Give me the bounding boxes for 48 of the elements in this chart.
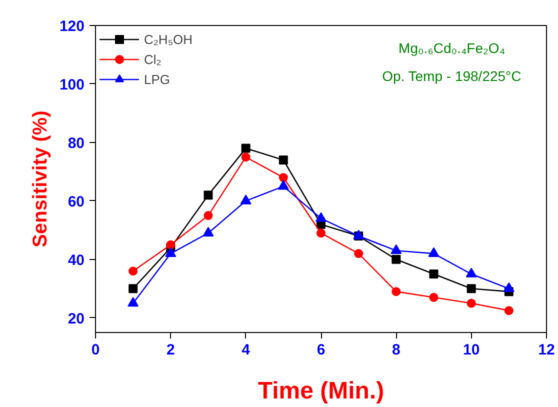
point <box>241 152 250 162</box>
y-tick-label: 40 <box>68 252 85 269</box>
x-tick-label: 0 <box>91 342 100 358</box>
point <box>466 298 476 308</box>
point <box>503 282 514 292</box>
legend-label: C₂H₅OH <box>144 32 193 46</box>
point <box>316 228 326 238</box>
x-axis-title: Time (Min.) <box>258 378 384 404</box>
y-tick-label: 100 <box>59 76 85 94</box>
point <box>392 287 401 296</box>
point <box>128 296 139 307</box>
legend-label: LPG <box>144 72 170 86</box>
point <box>504 306 514 316</box>
x-tick-label: 8 <box>392 342 400 358</box>
point <box>241 144 250 153</box>
point <box>128 284 138 294</box>
x-tick-label: 10 <box>462 342 480 358</box>
y-tick-label: 20 <box>68 310 85 328</box>
x-tick-label: 12 <box>538 342 555 358</box>
point <box>278 173 288 182</box>
point <box>204 211 213 220</box>
point <box>392 254 401 264</box>
y-tick-label: 120 <box>59 18 85 35</box>
point <box>390 244 402 254</box>
point <box>128 266 138 276</box>
point <box>165 247 176 257</box>
annotation: Op. Temp - 198/225°C <box>382 68 522 84</box>
point <box>429 270 438 279</box>
x-tick-label: 4 <box>242 342 251 358</box>
point <box>166 240 176 250</box>
legend-label: Cl₂ <box>144 52 162 66</box>
point <box>429 292 438 302</box>
point <box>466 268 477 278</box>
point <box>428 247 440 257</box>
annotation: Mg₀.₆Cd₀.₄Fe₂O₄ <box>398 40 506 56</box>
y-tick-label: 60 <box>68 193 85 210</box>
point <box>316 212 326 222</box>
point <box>240 194 252 204</box>
y-tick-label: 80 <box>68 134 85 152</box>
y-axis-title: Sensitivity (%) <box>29 110 52 248</box>
x-tick-label: 6 <box>316 342 326 358</box>
point <box>278 180 289 190</box>
point <box>278 155 288 164</box>
point <box>204 190 213 200</box>
point <box>202 226 214 236</box>
point <box>466 284 476 294</box>
point <box>354 249 364 258</box>
x-tick-label: 2 <box>166 342 175 358</box>
